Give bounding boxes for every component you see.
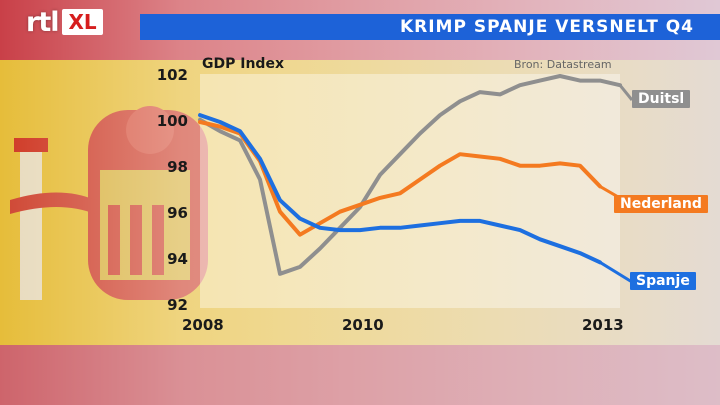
series-connector-spanje [599,261,633,284]
series-label-spanje: Spanje [630,272,696,290]
title-bar: KRIMP SPANJE VERSNELT Q4 [140,14,720,40]
y-tick-label: 92 [167,296,188,314]
x-tick-label: 2008 [182,316,224,334]
series-line-nederland [198,120,602,237]
source-note: Bron: Datastream [514,58,612,71]
series-line-duitsl [198,74,622,276]
y-tick-label: 100 [156,112,188,130]
rtl-logo-text: rtl [26,6,59,38]
chart-title: KRIMP SPANJE VERSNELT Q4 [399,17,694,37]
x-tick-label: 2010 [342,316,384,334]
y-tick-label: 96 [167,204,188,222]
series-connector-duitsl [618,84,634,101]
channel-logo: rtl XL [26,4,103,40]
series-label-duitsl: Duitsl [632,90,691,108]
x-tick-label: 2013 [582,316,624,334]
series-line-spanje [198,113,602,265]
xl-logo-text: XL [62,9,103,35]
series-label-nederland: Nederland [614,195,708,213]
y-axis-label: GDP Index [202,56,284,72]
y-tick-label: 94 [167,250,188,268]
y-tick-label: 102 [156,66,188,84]
y-tick-label: 98 [167,158,188,176]
